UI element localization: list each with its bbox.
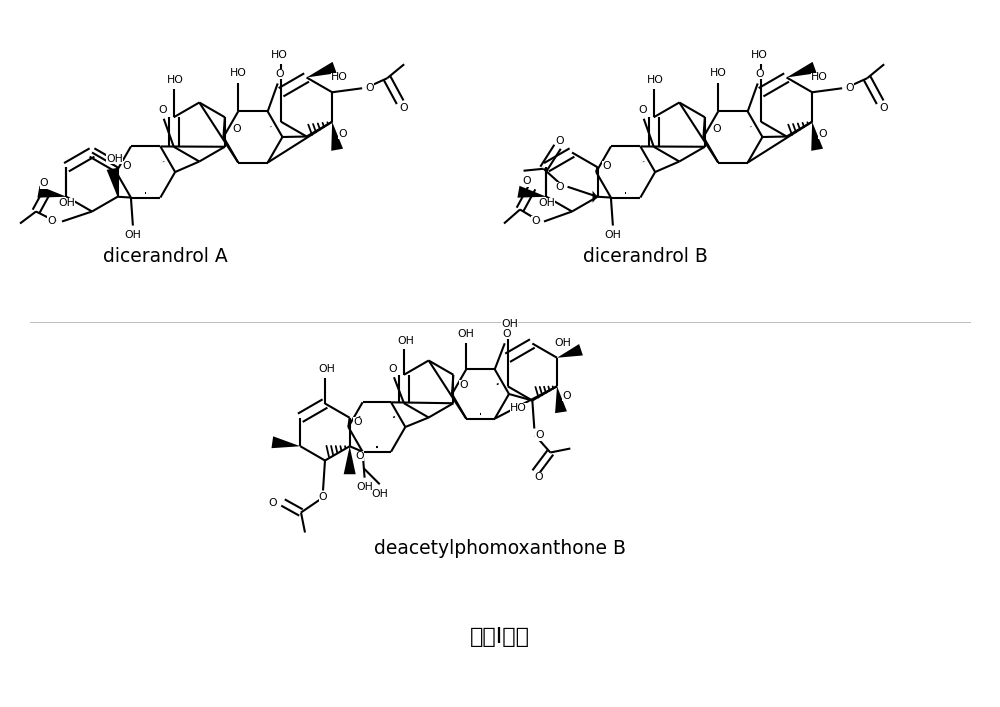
Polygon shape xyxy=(557,344,583,358)
Polygon shape xyxy=(271,436,300,448)
Text: OH: OH xyxy=(124,230,141,240)
Polygon shape xyxy=(331,122,343,151)
Text: O: O xyxy=(319,493,327,503)
Polygon shape xyxy=(593,191,598,203)
Text: O: O xyxy=(523,177,531,187)
Text: OH: OH xyxy=(604,230,621,240)
Polygon shape xyxy=(555,386,567,413)
Text: O: O xyxy=(562,391,571,402)
Text: O: O xyxy=(502,329,511,339)
Text: O: O xyxy=(818,129,827,139)
Text: OH: OH xyxy=(371,489,388,499)
Text: HO: HO xyxy=(751,50,767,60)
Text: OH: OH xyxy=(106,153,123,164)
Text: dicerandrol B: dicerandrol B xyxy=(583,247,707,267)
Text: HO: HO xyxy=(331,73,347,83)
Text: O: O xyxy=(555,182,564,192)
Text: O: O xyxy=(158,105,167,115)
Text: HO: HO xyxy=(710,69,727,78)
Text: O: O xyxy=(534,472,543,481)
Text: OH: OH xyxy=(398,336,414,346)
Text: O: O xyxy=(268,498,277,508)
Text: O: O xyxy=(535,431,544,440)
Text: O: O xyxy=(531,216,540,226)
Text: O: O xyxy=(400,103,408,113)
Text: O: O xyxy=(638,105,647,115)
Text: HO: HO xyxy=(167,75,184,86)
Text: O: O xyxy=(40,178,48,189)
Text: OH: OH xyxy=(501,319,518,329)
Polygon shape xyxy=(37,186,66,198)
Polygon shape xyxy=(517,186,546,198)
Text: OH: OH xyxy=(356,481,373,491)
Text: O: O xyxy=(275,69,284,79)
Text: O: O xyxy=(365,83,374,93)
Text: O: O xyxy=(353,417,362,427)
Polygon shape xyxy=(787,62,817,78)
Text: O: O xyxy=(845,83,854,93)
Text: O: O xyxy=(389,364,397,374)
Text: O: O xyxy=(233,124,241,134)
Polygon shape xyxy=(107,168,118,197)
Text: 式（Ⅰ）。: 式（Ⅰ）。 xyxy=(470,627,530,647)
Text: OH: OH xyxy=(538,198,555,209)
Text: OH: OH xyxy=(58,198,75,209)
Text: O: O xyxy=(602,161,611,171)
Text: OH: OH xyxy=(319,363,335,373)
Polygon shape xyxy=(811,122,823,151)
Text: deacetylphomoxanthone B: deacetylphomoxanthone B xyxy=(374,539,626,559)
Text: O: O xyxy=(338,129,347,139)
Polygon shape xyxy=(344,446,356,474)
Polygon shape xyxy=(307,62,337,78)
Text: HO: HO xyxy=(271,50,287,60)
Text: HO: HO xyxy=(647,75,664,86)
Text: O: O xyxy=(880,103,888,113)
Text: OH: OH xyxy=(458,329,475,339)
Text: O: O xyxy=(356,451,364,461)
Text: O: O xyxy=(555,136,564,146)
Text: O: O xyxy=(122,161,131,171)
Text: HO: HO xyxy=(230,69,247,78)
Text: dicerandrol A: dicerandrol A xyxy=(103,247,227,267)
Text: O: O xyxy=(47,216,56,226)
Text: OH: OH xyxy=(554,339,571,349)
Text: O: O xyxy=(713,124,721,134)
Text: O: O xyxy=(459,380,468,390)
Text: O: O xyxy=(755,69,764,79)
Text: HO: HO xyxy=(510,403,527,414)
Text: HO: HO xyxy=(811,73,827,83)
